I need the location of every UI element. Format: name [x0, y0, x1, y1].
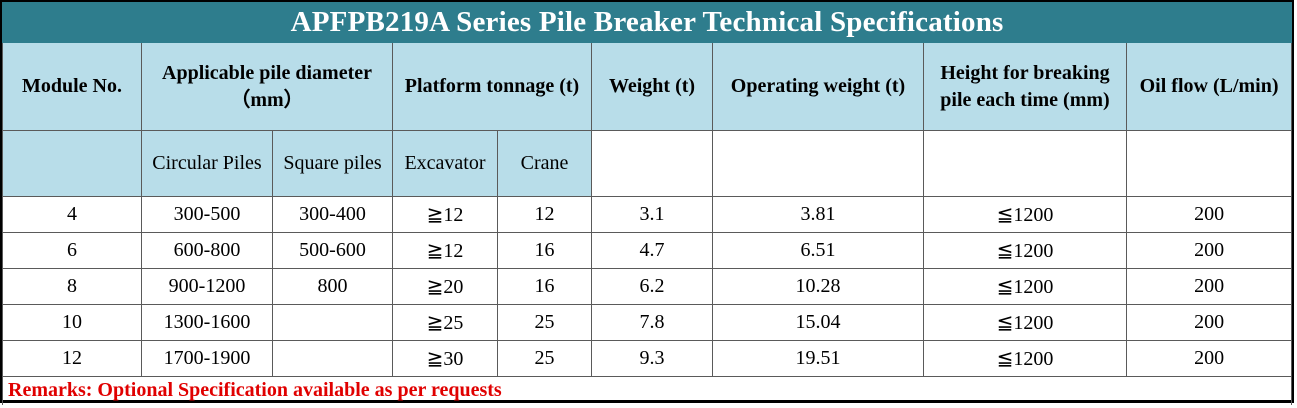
cell-crane-tonnage: 16: [497, 232, 592, 269]
cell-breaking-height: ≦1200: [923, 196, 1127, 233]
cell-crane-tonnage: 25: [497, 340, 592, 377]
cell-square-pile: 300-400: [272, 196, 393, 233]
subheader-oil-blank: [1125, 130, 1293, 197]
cell-square-pile: [272, 340, 393, 377]
cell-weight: 3.1: [591, 196, 713, 233]
header-weight: Weight (t): [591, 42, 713, 131]
cell-crane-tonnage: 25: [497, 304, 592, 341]
cell-oil-flow: 200: [1125, 232, 1293, 269]
cell-excavator-tonnage: ≧20: [392, 268, 498, 305]
cell-module-no: 12: [2, 340, 142, 377]
header-diameter-unit: （mm）: [230, 88, 304, 111]
cell-excavator-tonnage: ≧25: [392, 304, 498, 341]
cell-circular-pile: 1700-1900: [141, 340, 273, 377]
cell-square-pile: 800: [272, 268, 393, 305]
cell-breaking-height: ≦1200: [923, 340, 1127, 377]
subheader-excavator: Excavator: [392, 130, 498, 197]
cell-circular-pile: 300-500: [141, 196, 273, 233]
header-operating-weight: Operating weight (t): [712, 42, 924, 131]
cell-square-pile: 500-600: [272, 232, 393, 269]
cell-breaking-height: ≦1200: [923, 304, 1127, 341]
cell-crane-tonnage: 12: [497, 196, 592, 233]
table-row: 8 900-1200 800 ≧20 16 6.2 10.28 ≦1200 200: [2, 268, 1293, 305]
header-height-line2: pile each time (mm): [940, 88, 1110, 111]
cell-excavator-tonnage: ≧12: [392, 196, 498, 233]
header-height: Height for breaking pile each time (mm): [923, 42, 1127, 131]
cell-oil-flow: 200: [1125, 304, 1293, 341]
table-title: APFPB219A Series Pile Breaker Technical …: [1, 2, 1293, 43]
subheader-weight-blank: [591, 130, 713, 197]
subheader-height-blank: [923, 130, 1127, 197]
cell-oil-flow: 200: [1125, 268, 1293, 305]
header-oil: Oil flow (L/min): [1125, 42, 1293, 131]
subheader-square: Square piles: [272, 130, 393, 197]
cell-operating-weight: 19.51: [712, 340, 924, 377]
subheader-module-blank: [2, 130, 142, 197]
cell-module-no: 8: [2, 268, 142, 305]
subheader-operating-blank: [712, 130, 924, 197]
cell-operating-weight: 3.81: [712, 196, 924, 233]
table-body: 4 300-500 300-400 ≧12 12 3.1 3.81 ≦1200 200 6 600-…: [2, 196, 1293, 377]
subheader-crane: Crane: [497, 130, 592, 197]
cell-operating-weight: 10.28: [712, 268, 924, 305]
cell-crane-tonnage: 16: [497, 268, 592, 305]
cell-breaking-height: ≦1200: [923, 232, 1127, 269]
cell-oil-flow: 200: [1125, 196, 1293, 233]
header-module: Module No.: [2, 42, 142, 131]
cell-excavator-tonnage: ≧30: [392, 340, 498, 377]
cell-circular-pile: 1300-1600: [141, 304, 273, 341]
cell-circular-pile: 900-1200: [141, 268, 273, 305]
header-height-line1: Height for breaking: [940, 61, 1110, 84]
cell-circular-pile: 600-800: [141, 232, 273, 269]
cell-square-pile: [272, 304, 393, 341]
table-row: 10 1300-1600 ≧25 25 7.8 15.04 ≦1200 200: [2, 304, 1293, 341]
subheader-circular: Circular Piles: [141, 130, 273, 197]
cell-oil-flow: 200: [1125, 340, 1293, 377]
header-diameter: Applicable pile diameter （mm）: [141, 42, 393, 131]
cell-operating-weight: 15.04: [712, 304, 924, 341]
cell-excavator-tonnage: ≧12: [392, 232, 498, 269]
cell-module-no: 6: [2, 232, 142, 269]
cell-breaking-height: ≦1200: [923, 268, 1127, 305]
header-diameter-label: Applicable pile diameter: [162, 61, 372, 84]
cell-weight: 6.2: [591, 268, 713, 305]
cell-operating-weight: 6.51: [712, 232, 924, 269]
cell-weight: 4.7: [591, 232, 713, 269]
table-row: 6 600-800 500-600 ≧12 16 4.7 6.51 ≦1200 200: [2, 232, 1293, 269]
table-row: 4 300-500 300-400 ≧12 12 3.1 3.81 ≦1200 200: [2, 196, 1293, 233]
header-tonnage: Platform tonnage (t): [392, 42, 592, 131]
remarks-text: Remarks: Optional Specification availabl…: [1, 376, 1293, 405]
table-row: 12 1700-1900 ≧30 25 9.3 19.51 ≦1200 200: [2, 340, 1293, 377]
cell-module-no: 10: [2, 304, 142, 341]
cell-module-no: 4: [2, 196, 142, 233]
cell-weight: 9.3: [591, 340, 713, 377]
cell-weight: 7.8: [591, 304, 713, 341]
